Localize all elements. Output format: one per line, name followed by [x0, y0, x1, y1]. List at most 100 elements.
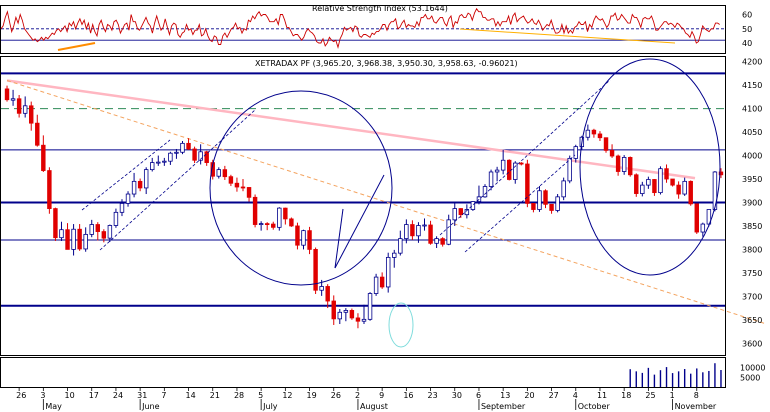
candle-body: [71, 228, 76, 250]
candle-body: [500, 159, 506, 171]
rsi-line: [0, 7, 720, 49]
candle-body: [101, 231, 107, 239]
candle-body: [531, 203, 536, 210]
candle-body: [452, 208, 457, 221]
price-tick-label: 3700: [742, 292, 762, 301]
candle-body: [428, 224, 433, 244]
rsi-tick-label: 60: [742, 11, 752, 20]
candle-body: [125, 193, 131, 204]
price-tick-label: 3950: [742, 175, 762, 184]
wedge-line-upper: [334, 208, 344, 269]
candle-body: [337, 311, 343, 320]
candle-body: [700, 223, 706, 233]
price-layer: 3600 3650 3700 3750 3800 3850 3900 3950 4000 4050…: [1, 58, 766, 348]
price-tick-label: 4150: [742, 81, 762, 90]
candle-body: [567, 157, 572, 182]
candle-body: [162, 160, 167, 163]
price-tick-label: 4050: [742, 128, 762, 137]
wedge-line-lower: [334, 174, 385, 269]
candle-body: [204, 151, 209, 163]
candle-body: [628, 157, 633, 176]
price-panel: [0, 56, 726, 356]
candle-body: [35, 122, 40, 146]
candle-body: [252, 196, 258, 225]
candle-body: [621, 157, 627, 172]
candle-body: [379, 276, 385, 288]
candle-body: [664, 168, 669, 180]
x-tick-label: 9: [379, 391, 384, 400]
candle-body: [609, 149, 615, 157]
x-tick-label: 5: [258, 391, 263, 400]
candle-body: [313, 249, 318, 291]
price-tick-label: 4100: [742, 105, 762, 114]
candle-body: [119, 203, 125, 213]
x-tick-label: 11: [597, 391, 607, 400]
x-tick-label: 23: [428, 391, 438, 400]
volume-panel: [0, 357, 726, 388]
price-tick-label: 3650: [742, 316, 762, 325]
month-label: August: [360, 402, 388, 411]
candle-body: [156, 161, 161, 164]
candle-body: [41, 144, 46, 171]
x-tick-label: 24: [113, 391, 123, 400]
price-tick-label: 3750: [742, 269, 762, 278]
candle-body: [392, 252, 397, 258]
month-label: November: [675, 402, 717, 411]
x-tick-label: 10: [65, 391, 75, 400]
month-label: October: [578, 402, 611, 411]
x-tick-label: 18: [621, 391, 631, 400]
candle-body: [585, 129, 591, 138]
x-tick-label: 12: [282, 391, 292, 400]
candle-body: [555, 196, 560, 211]
candle-body: [676, 184, 681, 195]
candle-body: [113, 211, 119, 226]
candle-body: [561, 180, 566, 198]
candle-body: [706, 209, 712, 225]
x-tick-label: 28: [234, 391, 244, 400]
candle-body: [543, 190, 548, 205]
candle-body: [398, 238, 403, 254]
candle-body: [77, 228, 82, 250]
candle-body: [246, 187, 252, 198]
x-tick-label: 1: [670, 391, 675, 400]
candle-body: [416, 225, 421, 237]
candle-body: [422, 224, 427, 227]
candle-body: [634, 174, 639, 194]
candle-body: [470, 201, 476, 210]
candle-body: [95, 224, 100, 232]
candle-body: [186, 142, 191, 150]
candle-body: [603, 137, 609, 151]
candle-body: [488, 171, 494, 187]
candle-body: [615, 155, 621, 172]
candle-body: [434, 238, 439, 244]
candle-body: [591, 129, 597, 135]
candle-body: [446, 219, 451, 245]
candle-body: [168, 152, 173, 162]
price-title: XETRADAX PF (3,965.20, 3,968.38, 3,950.3…: [255, 59, 518, 68]
candle-body: [83, 233, 88, 250]
candle-body: [234, 182, 240, 188]
x-tick-label: 20: [524, 391, 534, 400]
candle-body: [240, 186, 246, 189]
x-tick-label: 27: [549, 391, 559, 400]
x-tick-label: 17: [89, 391, 99, 400]
candle-body: [65, 229, 70, 250]
month-label: July: [262, 402, 278, 411]
candle-body: [355, 317, 361, 322]
candle-body: [506, 159, 512, 180]
candle-body: [385, 256, 391, 288]
candle-body: [107, 225, 113, 239]
candle-body: [137, 180, 143, 189]
candle-body: [198, 151, 203, 161]
candle-body: [694, 203, 699, 233]
candle-body: [277, 207, 282, 228]
candle-body: [258, 223, 264, 225]
channel-line-may-june-a: [81, 139, 171, 211]
candle-body: [597, 133, 603, 139]
candle-body: [216, 169, 222, 177]
candle-body: [410, 224, 415, 237]
candle-body: [440, 238, 445, 245]
volume-tick-label: 5000: [740, 373, 760, 382]
candle-body: [59, 229, 64, 239]
candle-body: [283, 207, 288, 220]
